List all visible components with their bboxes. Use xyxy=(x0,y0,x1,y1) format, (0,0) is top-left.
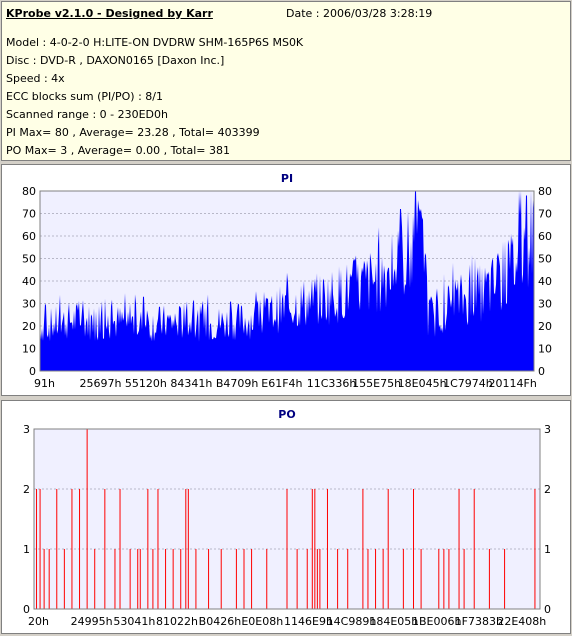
pi-y-tick-right: 20 xyxy=(538,320,552,333)
pi-x-tick: 25697h xyxy=(79,377,121,390)
pi-y-tick-left: 70 xyxy=(22,208,36,221)
pi-x-tick: 11C336h xyxy=(307,377,357,390)
pi-y-tick-left: 20 xyxy=(22,320,36,333)
po-y-tick-right: 1 xyxy=(544,543,551,556)
po-x-tick: B0426h xyxy=(199,615,242,628)
pi-y-tick-right: 60 xyxy=(538,230,552,243)
disc-line: Disc : DVD-R , DAXON0165 [Daxon Inc.] xyxy=(6,54,225,67)
po-chart: PO 0 0 1 1 2 2 3 3 20h 24995h 53041h 81022h B0426h E0E… xyxy=(23,408,551,628)
pi-y-tick-right: 40 xyxy=(538,275,552,288)
po-summary-line: PO Max= 3 , Average= 0.00 , Total= 381 xyxy=(6,144,230,157)
pi-chart-panel: PI 0 0 10 10 20 20 30 30 40 40 50 50 60 60 70 70 80 80 91h 2… xyxy=(1,164,571,396)
pi-y-tick-right: 10 xyxy=(538,343,552,356)
ecc-line: ECC blocks sum (PI/PO) : 8/1 xyxy=(6,90,163,103)
pi-x-tick: 91h xyxy=(34,377,55,390)
po-chart-panel: PO 0 0 1 1 2 2 3 3 20h 24995h 53041h 81022h B0426h E0E… xyxy=(1,400,571,634)
po-plot-border xyxy=(33,428,541,610)
model-line: Model : 4-0-2-0 H:LITE-ON DVDRW SHM-165P… xyxy=(6,36,304,49)
speed-line: Speed : 4x xyxy=(6,72,65,85)
po-x-tick: 20h xyxy=(28,615,49,628)
pi-plot-border xyxy=(39,190,535,372)
po-y-tick-left: 2 xyxy=(23,483,30,496)
pi-x-tick: E61F4h xyxy=(261,377,302,390)
po-x-tick: 1146E9h xyxy=(284,615,333,628)
pi-summary-line: PI Max= 80 , Average= 23.28 , Total= 403… xyxy=(6,126,260,139)
pi-x-tick: B4709h xyxy=(216,377,259,390)
pi-x-tick: 55120h xyxy=(125,377,167,390)
po-x-tick: 1F7383h xyxy=(455,615,503,628)
scan-date: Date : 2006/03/28 3:28:19 xyxy=(286,7,433,20)
po-x-tick: 14C989h xyxy=(327,615,377,628)
pi-x-tick: 20114Fh xyxy=(489,377,537,390)
pi-y-tick-right: 80 xyxy=(538,185,552,198)
po-x-tick: 1BE006h xyxy=(412,615,461,628)
range-line: Scanned range : 0 - 230ED0h xyxy=(6,108,168,121)
pi-y-tick-left: 60 xyxy=(22,230,36,243)
pi-y-tick-left: 50 xyxy=(22,253,36,266)
pi-x-tick: 84341h xyxy=(170,377,212,390)
po-chart-title: PO xyxy=(278,408,295,421)
pi-y-tick-left: 80 xyxy=(22,185,36,198)
po-y-tick-right: 3 xyxy=(544,423,551,436)
po-y-tick-left: 1 xyxy=(23,543,30,556)
po-y-tick-right: 2 xyxy=(544,483,551,496)
pi-y-tick-right: 30 xyxy=(538,298,552,311)
pi-y-tick-right: 70 xyxy=(538,208,552,221)
pi-y-tick-left: 0 xyxy=(29,365,36,378)
po-x-tick: 24995h xyxy=(71,615,113,628)
pi-x-tick: 18E045h xyxy=(398,377,447,390)
pi-x-tick: 1C7974h xyxy=(443,377,493,390)
pi-series-area xyxy=(40,191,534,371)
po-y-tick-right: 0 xyxy=(544,603,551,616)
pi-y-tick-right: 0 xyxy=(538,365,545,378)
po-x-tick: 184E05h xyxy=(369,615,418,628)
pi-y-tick-right: 50 xyxy=(538,253,552,266)
app-title: KProbe v2.1.0 - Designed by Karr xyxy=(6,7,213,20)
pi-y-tick-left: 40 xyxy=(22,275,36,288)
pi-x-tick: 155E75h xyxy=(352,377,401,390)
po-y-tick-left: 0 xyxy=(23,603,30,616)
pi-chart-title: PI xyxy=(281,172,293,185)
pi-y-tick-left: 10 xyxy=(22,343,36,356)
pi-y-tick-left: 30 xyxy=(22,298,36,311)
po-x-tick: 53041h xyxy=(113,615,155,628)
po-x-tick: 81022h xyxy=(156,615,198,628)
po-x-tick: 22E408h xyxy=(497,615,546,628)
pi-chart: PI 0 0 10 10 20 20 30 30 40 40 50 50 60 60 70 70 80 80 91h 2… xyxy=(22,172,552,390)
po-y-tick-left: 3 xyxy=(23,423,30,436)
scan-info-panel: KProbe v2.1.0 - Designed by Karr Date : … xyxy=(1,1,571,161)
po-x-tick: E0E08h xyxy=(241,615,283,628)
